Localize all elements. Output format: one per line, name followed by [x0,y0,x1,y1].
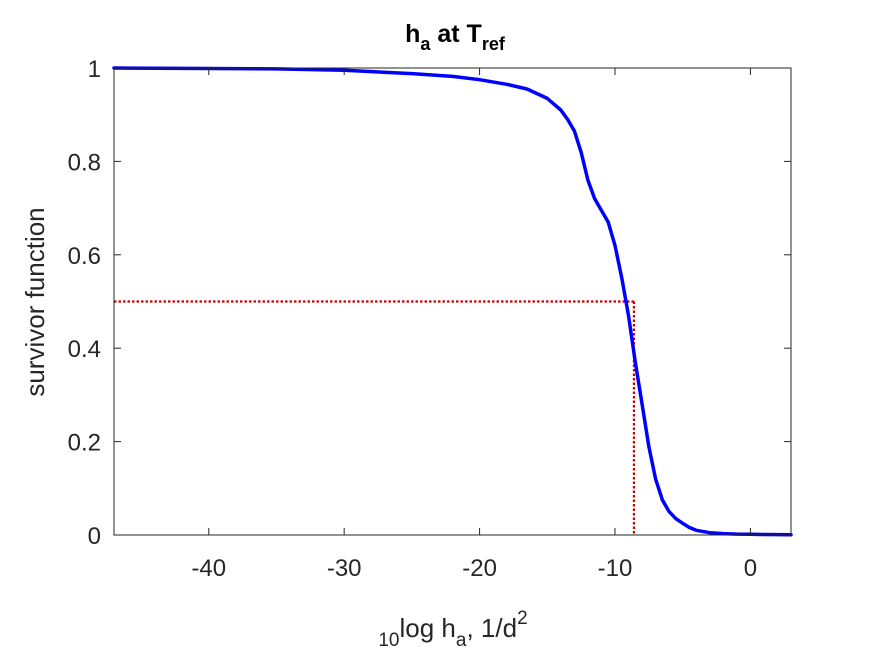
axes: -40 -30 -20 -10 0 0 0.2 0.4 0.6 0.8 1 [68,56,792,582]
x-axis-label: 10log ha, 1/d2 [378,608,527,651]
x-tick-label: -10 [598,555,633,582]
y-tick-label: 0 [88,523,101,550]
x-tick-label: -20 [462,555,497,582]
plot-area [112,66,793,537]
axes-box [113,67,792,536]
x-label-subscript-a: a [456,630,467,651]
x-tick-label: 0 [744,555,757,582]
x-label-superscript: 2 [517,608,528,629]
x-label-units-text: , 1/d [466,613,517,643]
survivor-curve-line [112,66,793,537]
chart-title: ha at Tref [405,20,506,54]
x-label-main-text: log h [400,613,456,643]
y-tick-label: 0.8 [68,149,101,176]
title-subscript-ref: ref [482,34,506,54]
y-tick-label: 1 [88,56,101,83]
title-mid-text: at T [430,20,481,48]
y-tick-label: 0.6 [68,243,101,270]
y-axis-label: survivor function [20,207,50,396]
x-tick-label: -30 [327,555,362,582]
title-subscript-a: a [420,34,431,54]
y-tick-label: 0.2 [68,430,101,457]
x-label-prefix-subscript: 10 [378,630,399,651]
x-tick-label: -40 [191,555,226,582]
y-tick-label: 0.4 [68,336,101,363]
title-main-text: h [405,20,420,48]
